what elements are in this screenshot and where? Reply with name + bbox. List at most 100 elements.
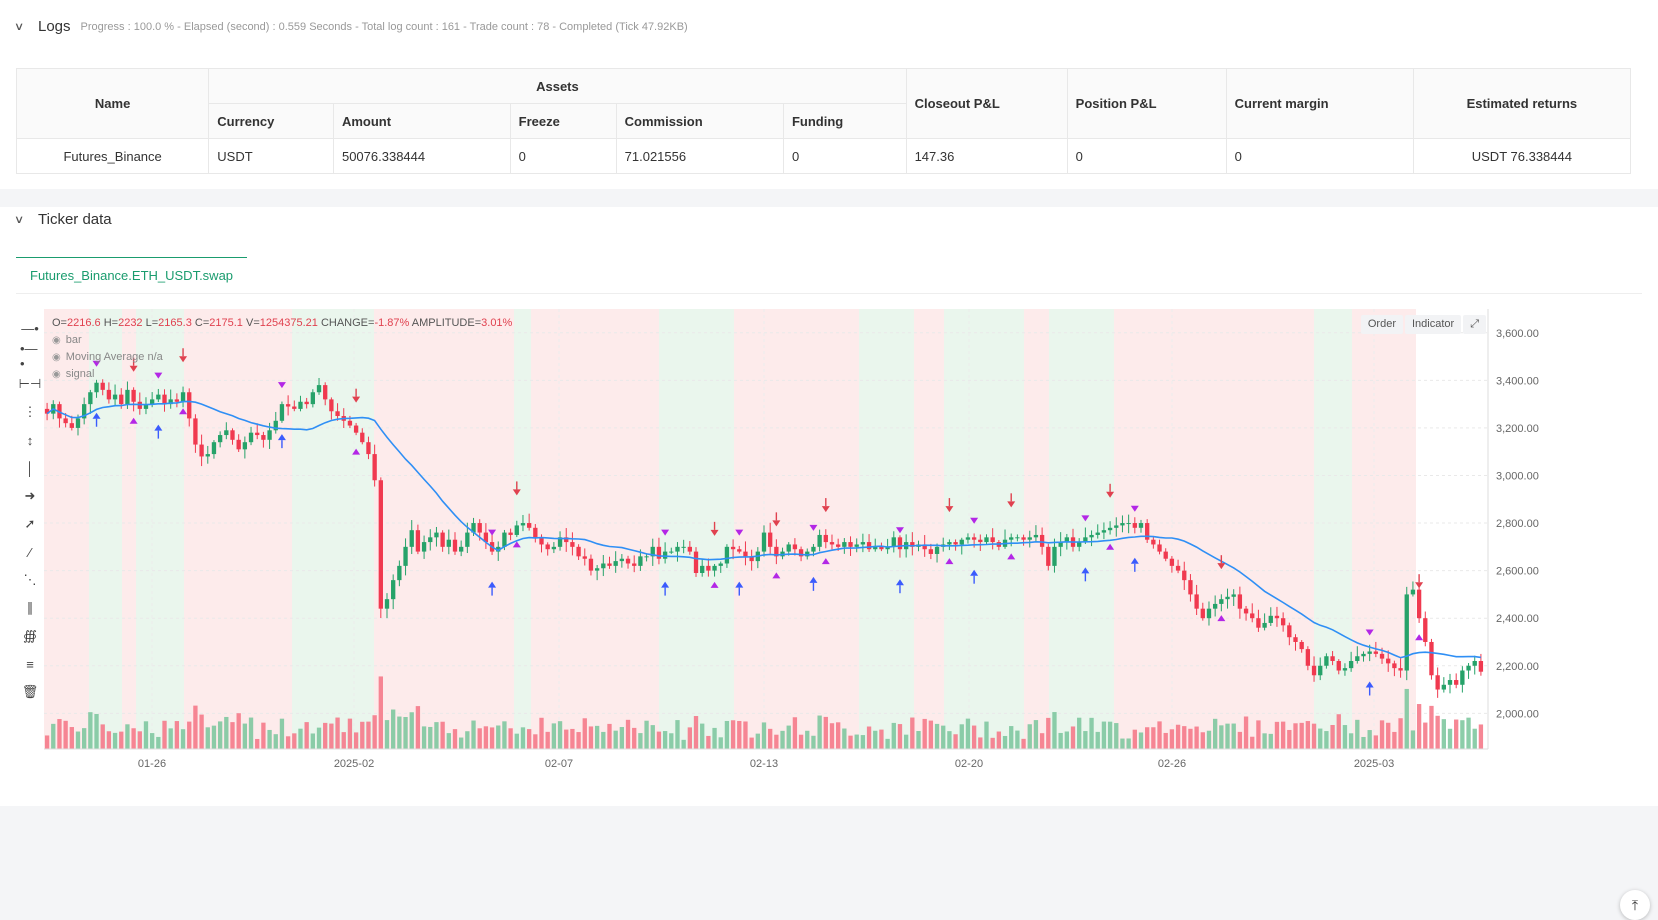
candle-body <box>94 382 99 393</box>
candle-body <box>100 382 105 390</box>
regime-band <box>859 309 914 749</box>
scroll-to-top-button[interactable]: ⤒ <box>1620 890 1650 920</box>
short-signal-arrow <box>1415 582 1424 589</box>
eye-icon[interactable]: ◉ <box>52 335 61 346</box>
vertical-line-icon[interactable]: ↕ <box>26 432 34 448</box>
candle-body <box>1311 665 1317 676</box>
candle-body <box>211 442 217 455</box>
regime-band <box>914 309 944 749</box>
close-all-marker <box>821 558 830 565</box>
candle-body <box>1138 523 1144 528</box>
candle-body <box>106 389 112 400</box>
candle-body <box>1157 544 1162 552</box>
close-all-marker <box>1130 505 1139 512</box>
candle-body <box>298 401 303 409</box>
candle-body <box>743 551 748 557</box>
candle-body <box>75 418 81 428</box>
fullscreen-icon[interactable]: ⤢ <box>1463 315 1486 334</box>
candle-body <box>1348 661 1354 669</box>
volume-bar <box>1386 722 1391 749</box>
vertical-ray-icon[interactable]: ⋮ <box>23 404 37 419</box>
trend-line-icon[interactable]: ➜ <box>24 488 36 503</box>
volume-bar <box>749 737 754 749</box>
candlestick-chart[interactable]: 2,000.00 2,200.00 2,400.00 2,600.00 2,800.00… <box>44 309 1646 799</box>
candle-body <box>613 561 618 566</box>
candle-body <box>199 444 204 457</box>
close-all-marker <box>735 529 744 536</box>
volume-bar <box>570 728 575 749</box>
eye-icon[interactable]: ◉ <box>52 352 61 363</box>
volume-bar <box>1287 729 1292 749</box>
candle-body <box>1262 622 1267 628</box>
volume-bar <box>1200 732 1205 749</box>
volume-bar <box>248 717 254 749</box>
volume-bar <box>971 725 977 749</box>
chevron-down-icon[interactable]: ∨ <box>13 21 25 33</box>
candle-body <box>551 546 557 550</box>
indicator-button[interactable]: Indicator <box>1404 315 1462 334</box>
regime-band <box>292 309 374 749</box>
volume-bar <box>273 734 278 749</box>
horizontal-ray-icon[interactable]: —• <box>21 320 39 336</box>
series-moving-average[interactable]: ◉ Moving Average n/a <box>52 349 512 366</box>
candle-body <box>576 546 581 557</box>
col-currency: Currency <box>208 103 334 139</box>
chevron-down-icon[interactable]: ∨ <box>13 214 25 226</box>
volume-bar <box>1268 733 1273 749</box>
ray-line-icon[interactable]: ➚ <box>24 516 36 531</box>
close-all-marker <box>1365 629 1374 636</box>
series-bar[interactable]: ◉ bar <box>52 332 512 349</box>
tab-eth-usdt-swap[interactable]: Futures_Binance.ETH_USDT.swap <box>16 257 248 294</box>
candle-body <box>1466 665 1471 671</box>
volume-bar <box>564 729 569 749</box>
horizontal-segment-icon[interactable]: ⊢⊣ <box>18 376 42 391</box>
candle-body <box>1046 546 1051 566</box>
candle-body <box>632 563 637 566</box>
ticker-header[interactable]: ∨ Ticker data <box>13 211 112 228</box>
regime-band <box>531 309 659 749</box>
volume-bar <box>1237 731 1243 749</box>
segment-icon[interactable]: ∕ <box>28 544 32 560</box>
volume-bar <box>693 716 699 749</box>
y-tick-label: 2,600.00 <box>1496 566 1539 578</box>
trash-icon[interactable]: 🗑 <box>21 684 39 699</box>
price-line-icon[interactable]: ⋱ <box>23 572 37 587</box>
cell-returns: USDT 76.338444 <box>1412 138 1632 174</box>
long-signal-arrow <box>661 581 670 588</box>
volume-bar <box>193 705 198 749</box>
y-tick-label: 3,600.00 <box>1496 328 1539 340</box>
parallel-channel-icon[interactable]: ∥ <box>26 600 34 615</box>
short-signal-arrow <box>1007 501 1016 508</box>
candle-body <box>1095 532 1100 535</box>
volume-bar <box>100 724 105 749</box>
series-signal[interactable]: ◉ signal <box>52 366 512 383</box>
vertical-segment-icon[interactable]: │ <box>25 460 35 476</box>
close-all-marker <box>1415 634 1424 641</box>
order-button[interactable]: Order <box>1360 315 1403 334</box>
fibonacci-icon[interactable]: ∰ <box>23 628 37 643</box>
logs-title: Logs <box>38 18 71 35</box>
candle-body <box>792 544 798 550</box>
close-all-marker <box>1081 515 1090 522</box>
fib-levels-icon[interactable]: ≡ <box>26 656 34 672</box>
volume-bar <box>508 728 513 749</box>
candle-body <box>1145 523 1150 540</box>
y-tick-label: 2,400.00 <box>1496 613 1539 625</box>
col-margin: Current margin <box>1225 68 1414 139</box>
horizontal-line-icon[interactable]: •—• <box>20 341 38 371</box>
volume-bar <box>959 724 964 749</box>
volume-bar <box>1089 717 1094 749</box>
volume-bar <box>1101 721 1107 749</box>
close-all-marker <box>352 448 361 455</box>
candle-body <box>978 539 983 543</box>
volume-bar <box>199 714 204 749</box>
logs-header[interactable]: ∨ Logs Progress : 100.0 % - Elapsed (sec… <box>13 18 688 35</box>
volume-bar <box>1163 732 1168 749</box>
volume-bar <box>298 728 303 749</box>
volume-bar <box>372 715 377 749</box>
candle-body <box>1367 651 1372 654</box>
candle-body <box>1089 534 1094 538</box>
close-all-marker <box>1007 553 1016 560</box>
eye-icon[interactable]: ◉ <box>52 369 61 380</box>
volume-bar <box>1256 720 1261 749</box>
